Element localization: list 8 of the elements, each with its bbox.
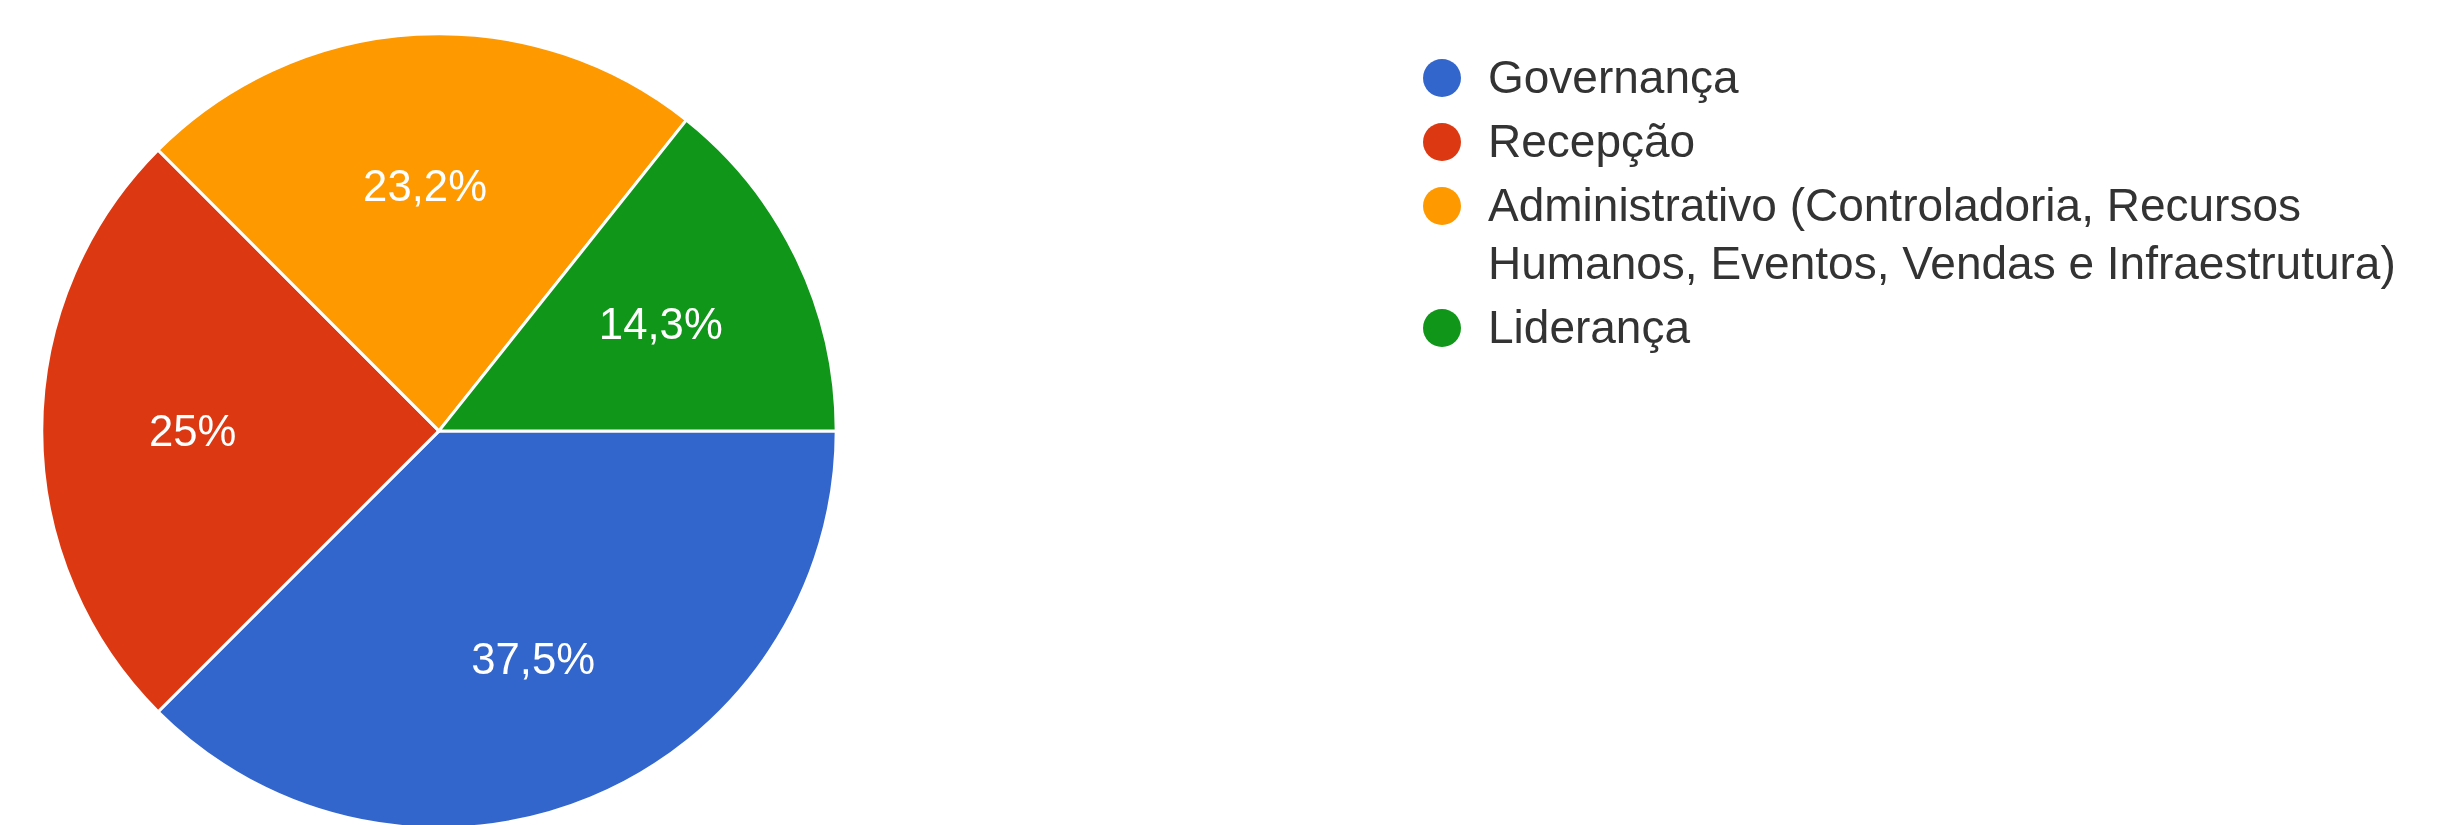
legend-label: Administrativo (Controladoria, Recursos Humanos, Eventos, Vendas e Infraestrutura) [1488,178,2397,291]
data-label: 14,3% [598,299,723,349]
data-label: 23,2% [363,160,487,210]
data-label: 37,5% [471,633,596,683]
data-label: 25% [148,406,237,456]
legend-label: Governança [1488,50,1740,105]
legend-label: Liderança [1488,300,1692,355]
legend-label: Recepção [1488,114,1697,169]
